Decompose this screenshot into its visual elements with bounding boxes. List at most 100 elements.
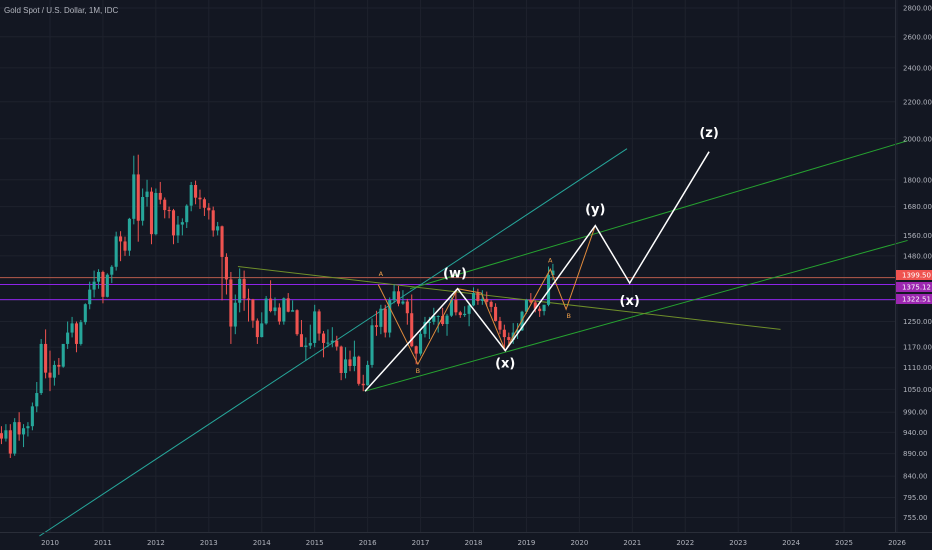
candle-body (141, 196, 145, 221)
candle-body (449, 299, 453, 316)
candle-body (251, 299, 255, 321)
x-tick-label: 2013 (200, 539, 218, 547)
candle-body (282, 298, 286, 322)
wave-label: (w) (443, 266, 467, 281)
candle-body (21, 428, 26, 435)
candles (0, 154, 555, 458)
wave-path-white (364, 151, 710, 392)
candle-body (304, 345, 308, 347)
candle-body (88, 289, 92, 305)
candle-body (321, 333, 326, 343)
y-tick-label: 940.00 (903, 429, 928, 437)
candle-body (189, 184, 193, 206)
sub-wave-label: B (416, 367, 420, 375)
candle-body (299, 334, 303, 347)
candle-body (529, 300, 533, 303)
candle-body (0, 433, 4, 439)
x-tick-label: 2010 (41, 539, 59, 547)
candle-body (233, 302, 237, 327)
candle-body (524, 300, 528, 312)
candle-body (83, 304, 87, 323)
y-tick-label: 1110.00 (903, 364, 932, 372)
candle-body (542, 304, 546, 312)
candle-body (13, 422, 17, 454)
candle-body (30, 406, 34, 427)
candle-body (357, 356, 361, 384)
candle-body (344, 359, 348, 374)
y-tick-label: 1480.00 (903, 252, 932, 260)
candle-body (383, 308, 387, 333)
candle-body (246, 298, 251, 300)
candle-body (171, 210, 176, 236)
candle-body (401, 301, 405, 304)
candle-body (154, 192, 158, 235)
candle-body (277, 307, 281, 322)
candle-body (48, 372, 52, 378)
trend-line (364, 239, 908, 392)
x-tick-label: 2019 (518, 539, 536, 547)
candle-body (551, 270, 555, 275)
candle-body (123, 241, 127, 251)
candle-body (66, 332, 70, 344)
candle-body (502, 329, 506, 338)
price-label-value: 1322.51 (902, 296, 931, 304)
candle-body (396, 291, 401, 304)
candle-body (149, 191, 154, 235)
candle-body (471, 293, 476, 306)
candle-body (198, 197, 202, 200)
candle-body (39, 343, 43, 394)
y-tick-label: 1680.00 (903, 203, 932, 211)
time-axis[interactable]: 2010 2011 2012 2013 2014 2015 2016 2017 2018 2019… (41, 539, 906, 547)
y-tick-label: 840.00 (903, 473, 928, 481)
sub-wave-label: B (567, 312, 571, 320)
candle-body (432, 315, 436, 322)
y-tick-label: 1050.00 (903, 386, 932, 394)
candle-body (70, 323, 74, 333)
candle-body (427, 321, 431, 323)
price-label-box (896, 270, 932, 280)
candle-body (317, 311, 321, 334)
candle-body (366, 364, 370, 386)
candle-body (260, 323, 264, 338)
candle-body (145, 191, 149, 197)
candle-body (207, 207, 211, 211)
trend-line (409, 140, 908, 290)
candle-body (445, 315, 449, 325)
candle-body (101, 271, 105, 297)
sub-wave-label: A (548, 256, 553, 264)
candle-body (392, 291, 396, 301)
candle-body (35, 393, 39, 407)
candle-body (516, 330, 520, 333)
candle-body (105, 274, 109, 297)
candle-body (158, 192, 162, 200)
candle-body (419, 333, 423, 354)
candle-body (185, 205, 189, 223)
wave-label: (x) (495, 357, 515, 372)
candle-body (269, 298, 273, 312)
candle-body (388, 300, 392, 333)
y-tick-label: 2400.00 (903, 64, 932, 72)
candle-body (348, 359, 352, 366)
candle-body (485, 298, 489, 302)
candle-body (379, 308, 383, 327)
wave-labels: (w) (x) (y) (x) (z) A B A B (379, 126, 719, 375)
x-tick-label: 2017 (412, 539, 430, 547)
candle-body (335, 340, 339, 347)
price-labels: 1399.50 1375.12 1322.51 (896, 270, 932, 304)
candle-body (476, 293, 480, 301)
price-label-value: 1399.50 (902, 272, 931, 280)
wave-label: (x) (620, 294, 640, 309)
price-label-value: 1375.12 (902, 284, 931, 292)
x-tick-label: 2020 (570, 539, 588, 547)
candle-body (286, 298, 290, 312)
candle-body (538, 308, 542, 312)
candle-body (374, 325, 379, 327)
candle-body (405, 301, 409, 314)
candle-body (44, 343, 48, 373)
trend-line (237, 266, 781, 330)
candle-body (238, 278, 242, 303)
wave-label: (z) (699, 126, 718, 141)
